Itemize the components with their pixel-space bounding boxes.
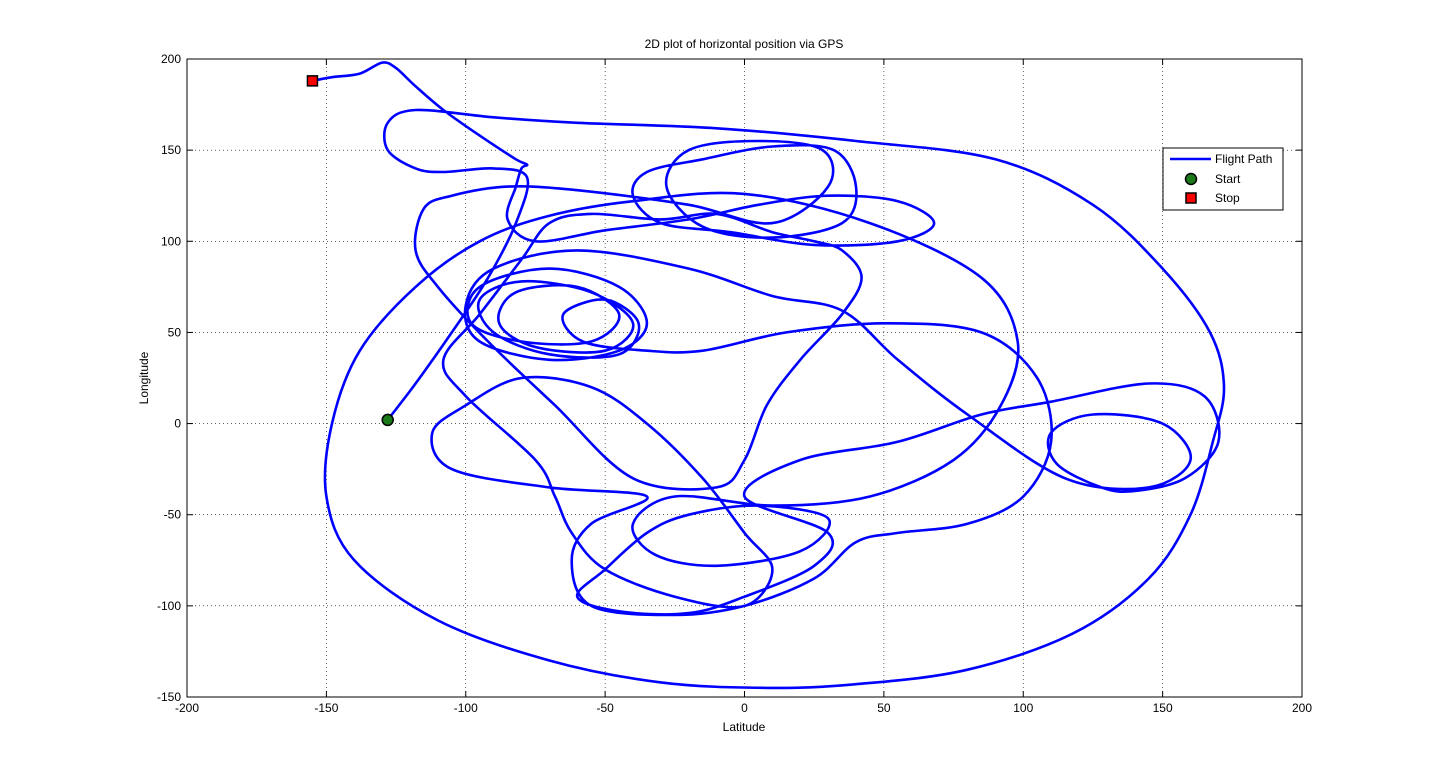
x-tick-label: -200: [175, 701, 199, 715]
legend-flight-path-label: Flight Path: [1215, 152, 1272, 166]
legend-stop-label: Stop: [1215, 191, 1240, 205]
y-axis-label: Longitude: [137, 351, 151, 404]
y-tick-label: 150: [161, 143, 181, 157]
tick-layer: -200 -150 -100 -50 0 50 100 150 200-150-100-5005…: [157, 52, 1312, 715]
y-tick-label: 0: [174, 417, 181, 431]
markers-layer: [306, 75, 394, 427]
series-layer: [311, 61, 1226, 690]
x-tick-label: -50: [596, 701, 614, 715]
y-tick-label: -100: [157, 599, 181, 613]
stop-marker: [306, 75, 319, 87]
plot-area: [187, 59, 1302, 697]
legend-start-swatch: [1184, 172, 1198, 186]
x-tick-label: 200: [1292, 701, 1312, 715]
y-tick-label: -50: [164, 508, 182, 522]
y-tick-label: 200: [161, 52, 181, 66]
y-tick-label: 50: [168, 325, 182, 339]
chart-title: 2D plot of horizontal position via GPS: [645, 37, 844, 51]
x-tick-label: 150: [1153, 701, 1173, 715]
y-tick-label: -150: [157, 690, 181, 704]
x-tick-label: 100: [1013, 701, 1033, 715]
legend: Flight Path Start Stop: [1162, 147, 1284, 211]
legend-stop-swatch: [1185, 192, 1197, 204]
x-tick-label: -150: [314, 701, 338, 715]
y-tick-label: 100: [161, 234, 181, 248]
x-tick-label: -100: [454, 701, 478, 715]
x-tick-label: 0: [741, 701, 748, 715]
x-axis-label: Latitude: [723, 720, 766, 734]
flight-path-line: [311, 61, 1226, 690]
legend-start-label: Start: [1215, 172, 1241, 186]
x-tick-label: 50: [877, 701, 891, 715]
start-marker: [381, 413, 394, 427]
